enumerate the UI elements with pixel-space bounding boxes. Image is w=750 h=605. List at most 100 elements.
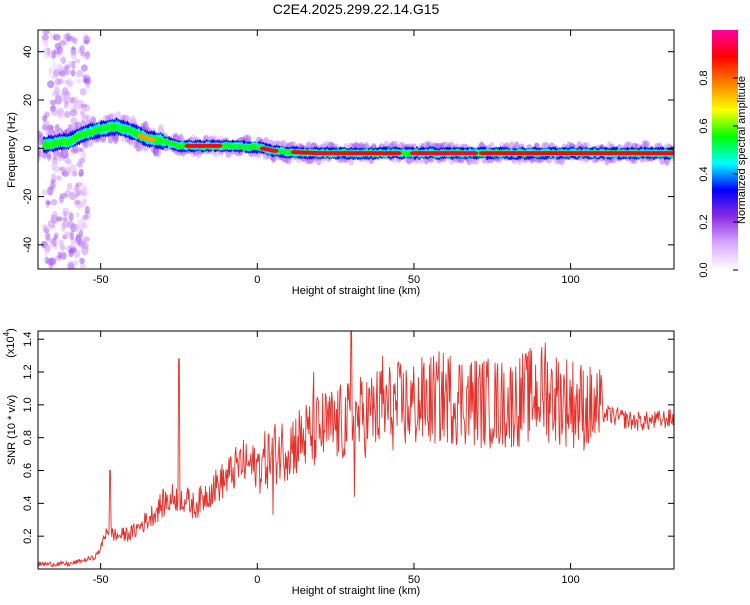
heatmap-cell (72, 260, 79, 266)
heatmap-cell (66, 182, 73, 191)
heatmap-cell (69, 97, 75, 104)
y-tick-label: 40 (22, 46, 34, 58)
y-tick-label: 1.4 (22, 332, 34, 347)
heatmap-cell (75, 212, 80, 218)
snr-x-label: Height of straight line (km) (292, 585, 420, 597)
heatmap-cell (214, 143, 223, 148)
heatmap-cell (64, 110, 71, 118)
heatmap-cell (64, 79, 69, 85)
heatmap-cell (47, 80, 55, 89)
heatmap-cell (51, 173, 56, 181)
heatmap-cell (60, 252, 67, 260)
heatmap-cell (44, 249, 49, 257)
heatmap-cell (56, 216, 63, 222)
snr-scale-suffix: ) (5, 328, 17, 332)
heatmap-cell (68, 60, 73, 67)
heatmap-cell (67, 221, 74, 229)
heatmap-cell (61, 207, 70, 216)
heatmap-cell (46, 200, 52, 206)
heatmap-cell (81, 185, 89, 194)
heatmap-cell (51, 159, 60, 167)
heatmap-cell (57, 78, 64, 85)
heatmap-cell (79, 257, 85, 265)
heatmap-cell (79, 88, 87, 96)
svg-text:(x104): (x104) (2, 328, 17, 358)
heatmap-cell (80, 107, 86, 118)
heatmap-cell (75, 189, 82, 196)
heatmap-cell (79, 147, 85, 153)
heatmap-cell (53, 232, 60, 237)
heatmap-cell (56, 63, 63, 72)
heatmap-cell (63, 103, 69, 109)
heatmap-cell (43, 47, 49, 53)
heatmap-cell (41, 189, 50, 196)
heatmap-cell (38, 131, 44, 139)
heatmap-cell (75, 103, 82, 109)
heatmap-cell (61, 222, 66, 232)
heatmap-cell (75, 78, 82, 84)
heatmap-cell (58, 156, 63, 162)
x-tick-label: -50 (93, 274, 109, 286)
heatmap-cell (70, 49, 77, 60)
heatmap-cell (71, 60, 76, 70)
heatmap-cell (63, 95, 71, 103)
heatmap-cell (74, 58, 81, 64)
y-tick-label: -40 (22, 237, 34, 253)
heatmap-cell (45, 232, 51, 241)
y-tick-label: 0.8 (22, 430, 34, 445)
snr-y-label: SNR (10 * v/v) (6, 395, 18, 465)
heatmap-cell (51, 210, 58, 221)
heatmap-cell (79, 263, 87, 269)
heatmap-cell (41, 34, 50, 41)
heatmap-cell (58, 113, 66, 120)
heatmap-cell (49, 238, 55, 245)
heatmap-cell (393, 151, 402, 156)
heatmap-cell (270, 148, 279, 153)
y-tick-label: 0.2 (22, 529, 34, 544)
x-tick-label: -50 (93, 574, 109, 586)
colorbar: 0.0 0.2 0.4 0.6 0.8 Normalized spectral ampl… (698, 30, 748, 278)
colorbar-tick-label: 0.6 (698, 118, 710, 133)
heatmap-cell (50, 107, 58, 116)
x-tick-label: 100 (561, 574, 579, 586)
heatmap-cell (84, 205, 90, 215)
heatmap-cell (53, 34, 61, 41)
snr-y-scale: (x104) (2, 328, 17, 358)
y-tick-label: 1.0 (22, 397, 34, 412)
heatmap-cell (73, 199, 81, 205)
heatmap-cell (81, 222, 88, 230)
snr-x-ticks: -50 0 50 100 (93, 331, 580, 586)
heatmap-cell (52, 150, 59, 161)
heatmap-cell (46, 257, 55, 266)
heatmap-cell (50, 198, 58, 206)
heatmap-cell (69, 231, 75, 241)
heatmap-cell (77, 181, 84, 187)
spectrogram-panel: -50 0 50 100 40 20 0 -20 -40 Height of straight… (6, 29, 675, 297)
spectrogram-y-ticks: 40 20 0 -20 -40 (22, 46, 674, 253)
heatmap-cell (62, 216, 67, 221)
heatmap-cell (85, 84, 91, 89)
heatmap-cell (148, 137, 157, 142)
heatmap-cell (59, 56, 67, 63)
y-tick-label: 1.2 (22, 364, 34, 379)
snr-y-ticks: 0.2 0.4 0.6 0.8 1.0 1.2 1.4 (22, 332, 674, 544)
spectrogram-x-label: Height of straight line (km) (292, 285, 420, 297)
heatmap-cell (64, 166, 71, 175)
colorbar-ticks: 0.0 0.2 0.4 0.6 0.8 (698, 70, 738, 278)
heatmap-cell (57, 251, 62, 259)
heatmap-cell (55, 175, 61, 180)
heatmap-cell (57, 150, 64, 158)
heatmap-cell (45, 243, 53, 251)
spectrogram-heatmap (38, 30, 674, 269)
heatmap-cell (74, 223, 79, 233)
heatmap-cell (68, 248, 74, 258)
heatmap-cell (59, 195, 64, 204)
y-tick-label: 0.6 (22, 463, 34, 478)
heatmap-cell (83, 39, 90, 45)
chart-title: C2E4.2025.299.22.14.G15 (273, 1, 440, 17)
heatmap-cell (59, 244, 66, 251)
heatmap-cell (60, 149, 69, 159)
heatmap-cell (69, 109, 78, 117)
heatmap-cell (79, 44, 85, 54)
